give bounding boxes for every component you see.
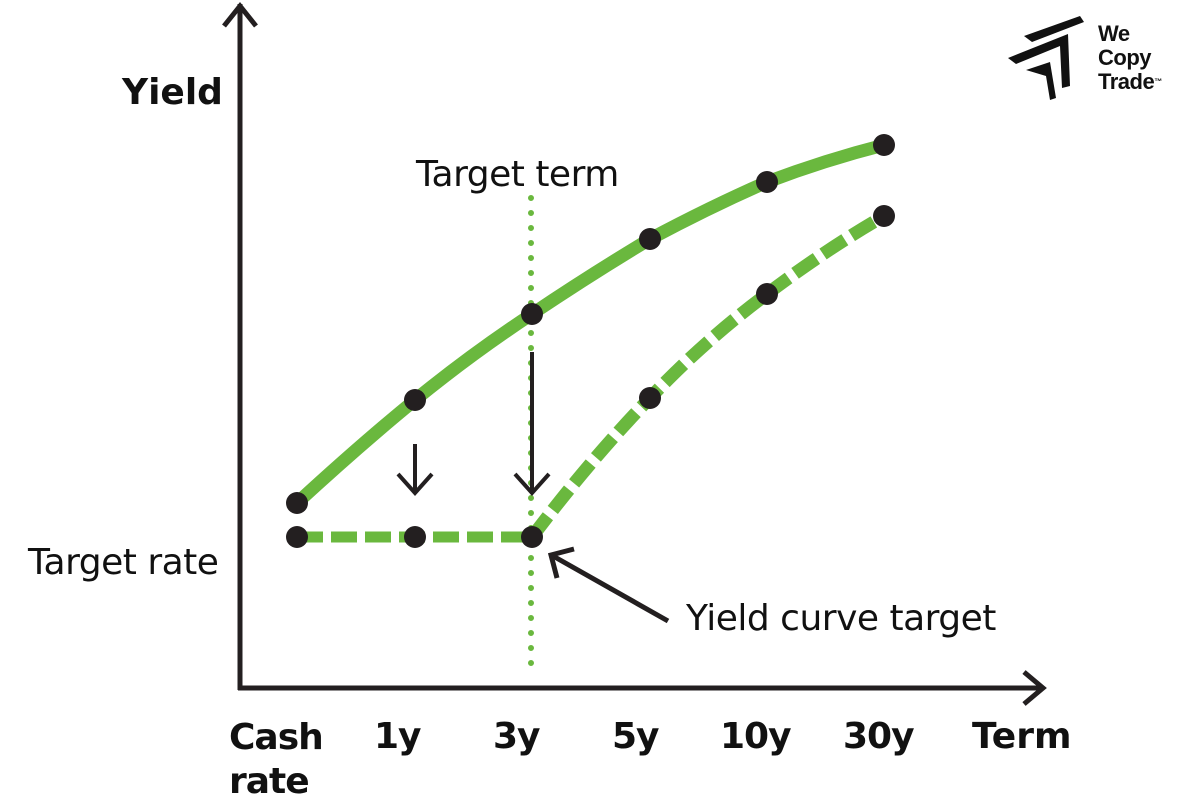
x-tick-10y: 10y [720,716,792,757]
x-axis-arrow-icon [1022,670,1047,706]
logo-line-3: Trade™ [1098,69,1162,94]
targeted-curve-points [286,205,895,548]
down-arrow-3y-icon [513,472,551,496]
logo-line-1: We [1098,21,1130,46]
down-arrow-1y-icon [396,472,434,496]
x-tick-3y: 3y [493,716,541,757]
logo-mark-icon [1008,16,1084,100]
y-axis-arrow-icon [222,1,258,28]
x-axis-label: Term [972,716,1072,757]
x-tick-1y: 1y [374,716,422,757]
x-tick-cash-rate: Cash rate [229,717,324,802]
logo-line-2: Copy [1098,45,1151,70]
logo-text: We Copy Trade™ [1098,22,1162,94]
x-tick-5y: 5y [612,716,660,757]
yield-curve-target-label: Yield curve target [686,598,996,639]
target-term-label: Target term [416,154,619,195]
y-axis-label: Yield [122,72,223,113]
original-curve-points [286,134,895,514]
original-curve [290,138,891,510]
target-rate-label: Target rate [28,542,219,583]
target-pointer-shaft [551,553,670,624]
targeted-curve [526,210,888,541]
target-pointer-arrow-icon [547,546,575,579]
x-tick-30y: 30y [843,716,915,757]
trademark-symbol: ™ [1154,77,1162,86]
